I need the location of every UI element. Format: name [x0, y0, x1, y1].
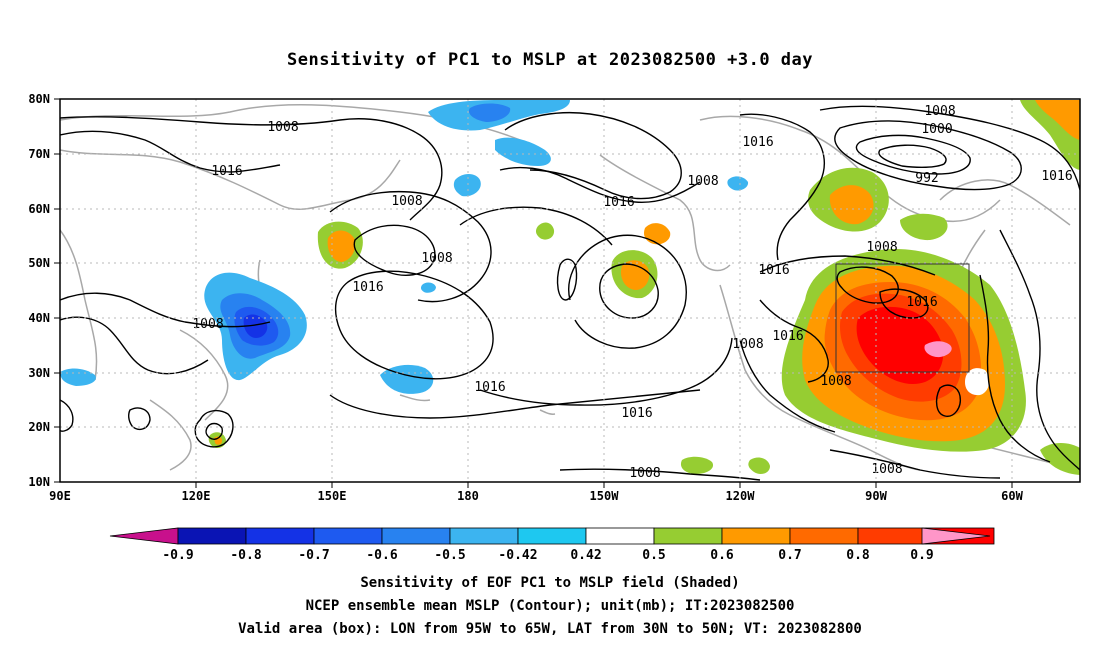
contour-label: 1008 — [866, 240, 897, 255]
lon-tick-label: 150E — [318, 489, 347, 503]
contour-label: 1008 — [820, 374, 851, 389]
contour-label: 1016 — [211, 164, 242, 179]
latitude-labels: 80N 70N 60N 50N 40N 30N 20N 10N — [28, 92, 50, 489]
colorbar-cell — [177, 527, 247, 545]
contour-label: 1008 — [687, 174, 718, 189]
caption-shading: Sensitivity of EOF PC1 to MSLP field (Sh… — [360, 575, 740, 591]
negative-sensitivity-shading — [60, 100, 749, 394]
colorbar-cell — [245, 527, 315, 545]
lat-tick-label: 30N — [28, 366, 50, 380]
lat-tick-label: 60N — [28, 202, 50, 216]
lat-tick-label: 50N — [28, 256, 50, 270]
colorbar-label: -0.42 — [498, 548, 537, 563]
contour-label: 1016 — [352, 280, 383, 295]
contour-label: 1008 — [267, 120, 298, 135]
colorbar-label: 0.42 — [570, 548, 601, 563]
contour-label: 1008 — [871, 462, 902, 477]
lat-tick-label: 70N — [28, 147, 50, 161]
lat-tick-label: 10N — [28, 475, 50, 489]
colorbar-label: 0.6 — [710, 548, 734, 563]
contour-label: 1008 — [192, 317, 223, 332]
contour-label: 1000 — [921, 122, 952, 137]
colorbar-right-triangle — [921, 527, 991, 545]
colorbar-cell — [857, 527, 927, 545]
colorbar-labels: -0.9 -0.8 -0.7 -0.6 -0.5 -0.42 0.42 0.5 … — [162, 548, 933, 563]
colorbar-label: -0.8 — [230, 548, 261, 563]
lon-tick-label: 150W — [590, 489, 620, 503]
colorbar-cell — [721, 527, 791, 545]
contour-label: 1008 — [924, 104, 955, 119]
longitude-labels: 90E 120E 150E 180 150W 120W 90W 60W — [49, 489, 1023, 503]
caption-valid-area: Valid area (box): LON from 95W to 65W, L… — [238, 621, 862, 637]
lon-tick-label: 120E — [182, 489, 211, 503]
colorbar: -0.9 -0.8 -0.7 -0.6 -0.5 -0.42 0.42 0.5 … — [109, 527, 995, 563]
tick-marks — [54, 98, 1013, 488]
contour-label: 1016 — [603, 195, 634, 210]
colorbar-cell — [381, 527, 451, 545]
lat-tick-label: 80N — [28, 92, 50, 106]
lat-tick-label: 20N — [28, 420, 50, 434]
colorbar-label: -0.7 — [298, 548, 329, 563]
positive-sensitivity-shading — [208, 100, 1080, 475]
contour-label: 1016 — [621, 406, 652, 421]
mslp-contours — [60, 105, 1080, 481]
colorbar-cell — [517, 527, 587, 545]
contour-label: 1016 — [758, 263, 789, 278]
colorbar-label: -0.9 — [162, 548, 193, 563]
contour-label: 1016 — [906, 295, 937, 310]
colorbar-left-triangle — [109, 527, 179, 545]
caption-contour: NCEP ensemble mean MSLP (Contour); unit(… — [305, 598, 795, 614]
contour-label: 1008 — [732, 337, 763, 352]
lon-tick-label: 90E — [49, 489, 71, 503]
contour-label: 1016 — [742, 135, 773, 150]
colorbar-label: 0.5 — [642, 548, 665, 563]
colorbar-label: -0.5 — [434, 548, 465, 563]
contour-label: 1016 — [474, 380, 505, 395]
map-frame — [59, 98, 1081, 483]
colorbar-label: 0.8 — [846, 548, 870, 563]
colorbar-label: -0.6 — [366, 548, 397, 563]
colorbar-cells — [177, 527, 995, 545]
lon-tick-label: 60W — [1001, 489, 1023, 503]
colorbar-cell — [653, 527, 723, 545]
contour-label: 1016 — [1041, 169, 1072, 184]
lon-tick-label: 120W — [726, 489, 756, 503]
map-title: Sensitivity of PC1 to MSLP at 2023082500… — [286, 50, 813, 70]
colorbar-label: 0.9 — [910, 548, 933, 563]
contour-label: 1016 — [772, 329, 803, 344]
lon-tick-label: 180 — [457, 489, 479, 503]
colorbar-cell — [449, 527, 519, 545]
contour-labels: 1008 1016 1008 1008 1016 1008 1016 1008 … — [192, 104, 1072, 481]
colorbar-label: 0.7 — [778, 548, 801, 563]
contour-label: 992 — [915, 171, 938, 186]
colorbar-cell — [313, 527, 383, 545]
colorbar-cell — [789, 527, 859, 545]
contour-label: 1008 — [629, 466, 660, 481]
contour-label: 1008 — [391, 194, 422, 209]
lat-tick-label: 40N — [28, 311, 50, 325]
colorbar-cell — [585, 527, 655, 545]
graticule — [60, 99, 1080, 482]
contour-label: 1008 — [421, 251, 452, 266]
lon-tick-label: 90W — [865, 489, 887, 503]
